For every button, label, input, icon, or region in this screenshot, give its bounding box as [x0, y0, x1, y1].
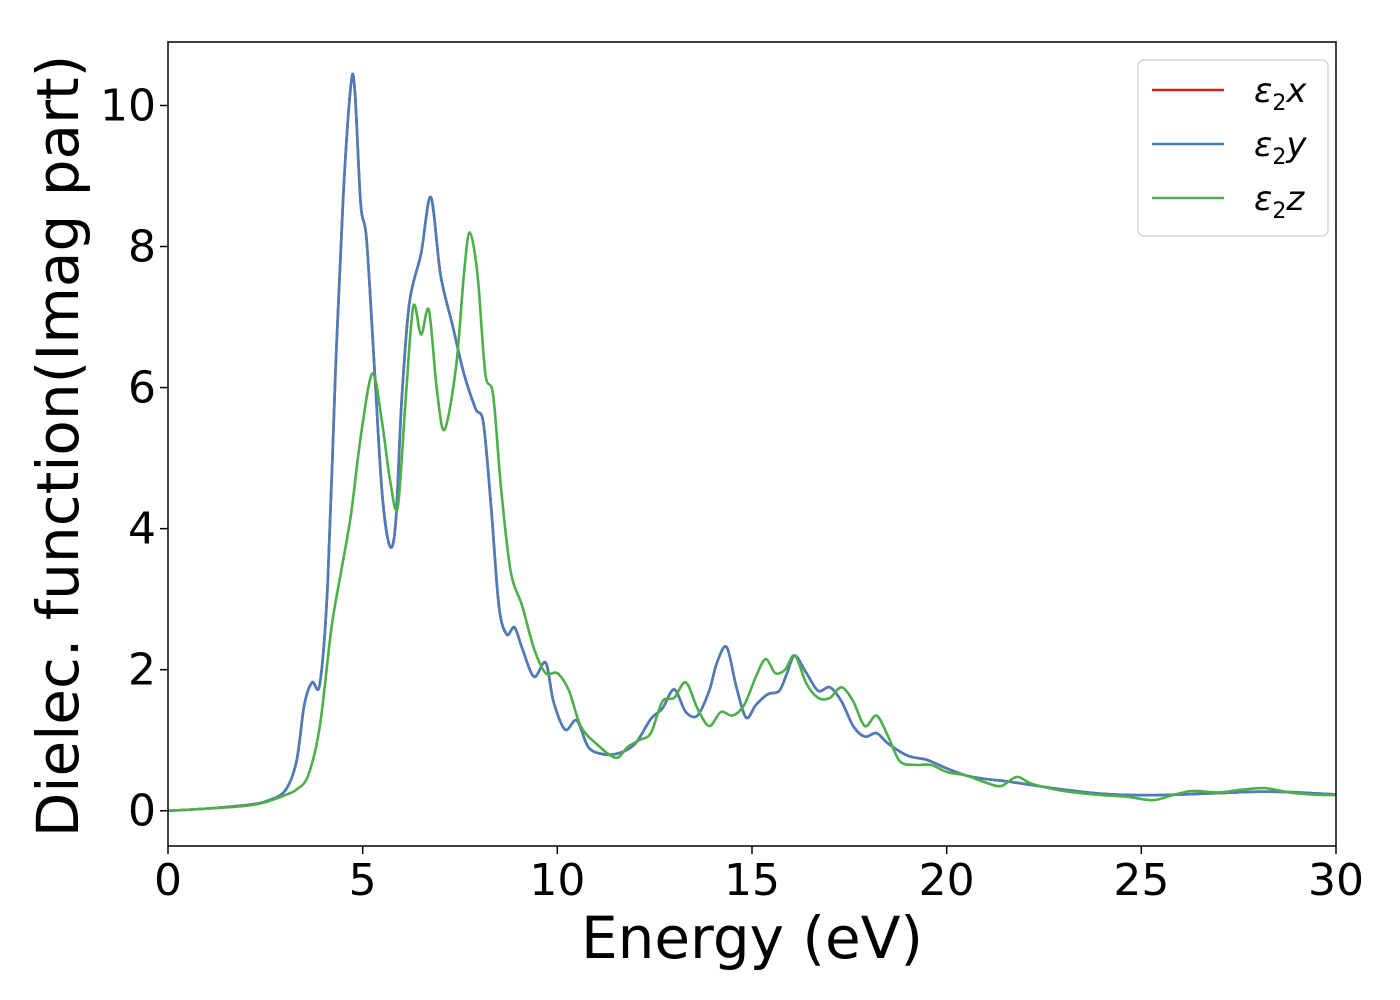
legend-label-z: ε2z [1254, 179, 1305, 224]
legend-label-x: ε2x [1254, 71, 1307, 116]
y-tick-label: 4 [128, 504, 156, 555]
y-tick-label: 10 [100, 80, 156, 131]
y-axis-label: Dielec. function(Imag part) [24, 55, 92, 838]
x-tick-label: 30 [1308, 855, 1364, 906]
x-tick-label: 15 [724, 855, 780, 906]
y-tick-label: 8 [128, 222, 156, 273]
series-line-z [168, 231, 1336, 813]
y-tick-label: 6 [128, 363, 156, 414]
x-tick-label: 20 [919, 855, 975, 906]
x-tick-label: 0 [154, 855, 182, 906]
legend: ε2x ε2y ε2z [1137, 59, 1329, 237]
y-tick-label: 2 [128, 645, 156, 696]
series-layer [168, 72, 1336, 813]
x-tick-label: 5 [349, 855, 377, 906]
series-line-y [168, 72, 1336, 813]
ticks-layer: 0 5 10 15 20 25 30 0 2 4 6 8 10 [100, 80, 1364, 906]
x-axis-label: Energy (eV) [581, 904, 923, 972]
y-tick-label: 0 [128, 786, 156, 837]
legend-box [1137, 59, 1329, 237]
x-tick-label: 10 [529, 855, 585, 906]
legend-label-y: ε2y [1254, 125, 1307, 170]
x-tick-label: 25 [1113, 855, 1169, 906]
